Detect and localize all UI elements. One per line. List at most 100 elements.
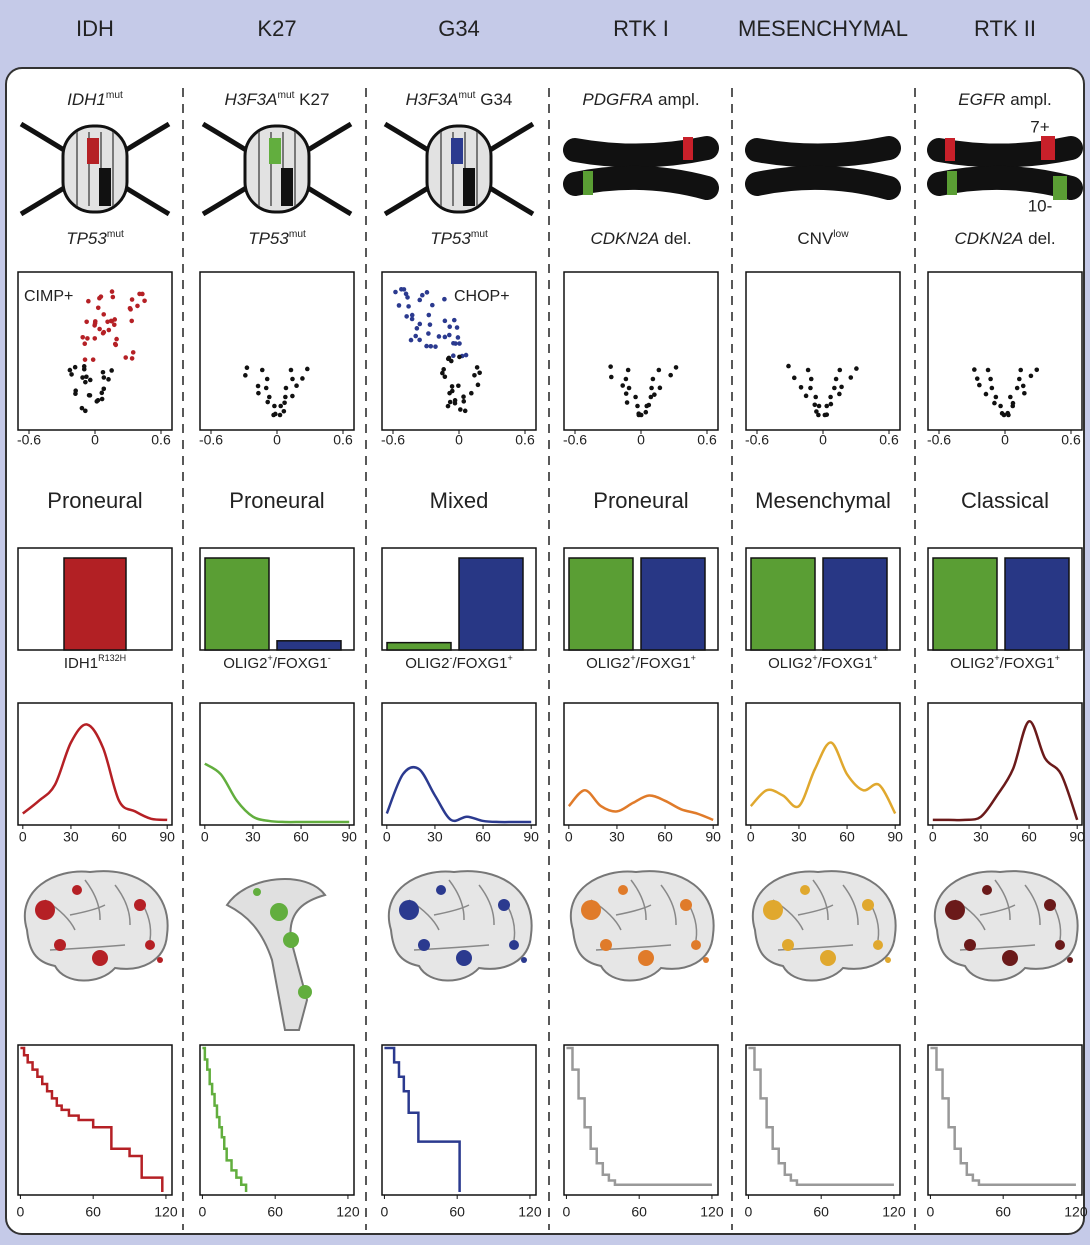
mutation-mark [451,138,463,164]
scatter-dot [260,368,265,373]
tick-label: 90 [705,829,721,845]
tick-label: 60 [267,1204,283,1220]
scatter-dot [69,372,74,377]
marker-label: OLIG2+/FOXG1+ [950,653,1060,672]
label-part: EGFR [958,90,1005,109]
tumor-location [800,885,810,895]
marker-label: OLIG2-/FOXG1+ [405,653,512,672]
scatter-dot [854,366,859,371]
tumor-location [638,950,654,966]
tick-label: -0.6 [927,432,951,448]
tick-label: 60 [85,1204,101,1220]
bar [64,558,126,650]
scatter-dot [832,386,837,391]
tumor-location [680,899,692,911]
scatter-dot [101,370,106,375]
tick-label: 30 [973,829,989,845]
scatter-dot [109,368,114,373]
scatter-dot [624,391,629,396]
label-part: OLIG2 [405,655,449,672]
tick-label: 60 [839,829,855,845]
tick-label: 120 [882,1204,906,1220]
scatter-dot [806,368,811,373]
label-part: mut [277,90,294,101]
tick-label: -0.6 [381,432,405,448]
scatter-dot [461,394,466,399]
bar [933,558,997,650]
tick-label: -0.6 [745,432,769,448]
tumor-location [763,900,783,920]
scatter-dot [476,383,481,388]
scatter-dot [808,386,813,391]
tumor-location [1055,940,1065,950]
scatter-dot [668,373,673,378]
scatter-dot [643,410,648,415]
scatter-dot [1008,395,1013,400]
label-part: H3F3A [225,90,278,109]
scatter-dot [85,336,90,341]
tumor-location [691,940,701,950]
scatter-dot [453,401,458,406]
scatter-dot [417,298,422,303]
mutation-mark [87,138,99,164]
scatter-dot [443,335,448,340]
marker-label: OLIG2+/FOXG1+ [768,653,878,672]
survival-box [746,1045,900,1195]
scatter-dot [130,356,135,361]
label-part: OLIG2 [586,655,630,672]
tumor-location [270,903,288,921]
scatter-dot [1015,386,1020,391]
scatter-dot [644,404,649,409]
tick-label: 60 [449,1204,465,1220]
label-part: TP53 [248,229,289,248]
tumor-location [72,885,82,895]
tick-label: 60 [111,829,127,845]
scatter-dot [82,341,87,346]
scatter-dot [433,344,438,349]
scatter-dot [256,391,261,396]
tick-label: 0 [19,829,27,845]
tumor-location [283,932,299,948]
scatter-dot [424,344,429,349]
scatter-dot [816,413,821,418]
scatter-dot [475,365,480,370]
chromosome [757,178,889,188]
column-header: K27 [257,16,296,41]
tumor-location [298,985,312,999]
scatter-dot [639,413,644,418]
scatter-dot [786,364,791,369]
scatter-dot [837,392,842,397]
band [1053,176,1067,200]
scatter-dot [992,401,997,406]
scatter-box [928,272,1082,430]
scatter-dot [984,392,989,397]
mutation-mark [269,138,281,164]
tick-label: 30 [245,829,261,845]
scatter-dot [131,350,136,355]
tick-label: 60 [657,829,673,845]
scatter-dot [1018,368,1023,373]
scatter-dot [651,377,656,382]
scatter-dot [443,319,448,324]
tick-label: 120 [1064,1204,1088,1220]
scatter-dot [428,322,433,327]
scatter-dot [300,376,305,381]
scatter-dot [609,375,614,380]
tick-label: 120 [154,1204,178,1220]
scatter-dot [140,292,145,297]
tick-label: 0.6 [697,432,717,448]
scatter-box [200,272,354,430]
label-part: del. [1023,229,1055,248]
tumor-location [820,950,836,966]
band [583,171,593,195]
label-part: low [833,229,849,240]
tick-label: 0.6 [151,432,171,448]
bar [751,558,815,650]
tick-label: 90 [159,829,175,845]
scatter-dot [282,400,287,405]
scatter-dot [111,295,116,300]
tick-label: 90 [887,829,903,845]
scatter-dot [91,357,96,362]
tumor-location [134,899,146,911]
label-part: R132H [98,653,126,663]
